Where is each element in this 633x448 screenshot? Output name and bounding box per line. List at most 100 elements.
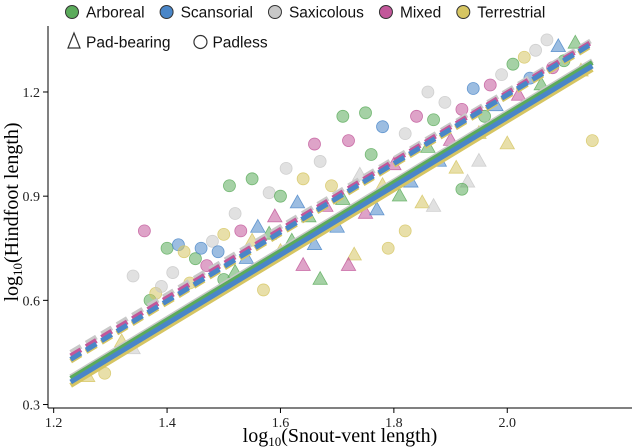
regression-line-saxicolous-padless — [69, 37, 594, 355]
point-mixed-pad-bearing — [295, 256, 312, 271]
y-axis-title: log10(Hindfoot length) — [1, 122, 25, 301]
point-arboreal-padless — [427, 113, 440, 127]
legend: Arboreal Scansorial Saxicolous Mixed Terrest… — [65, 5, 545, 52]
point-scansorial-pad-bearing — [550, 38, 567, 53]
legend-item-pad-bearing: Pad-bearing — [67, 31, 170, 52]
point-scansorial-pad-bearing — [368, 201, 385, 216]
point-saxicolous-padless — [495, 68, 508, 82]
point-scansorial-padless — [211, 245, 225, 259]
x-tick-label: 1.2 — [45, 416, 63, 431]
point-arboreal-padless — [160, 241, 174, 255]
point-terrestrial-pad-bearing — [499, 135, 516, 150]
point-terrestrial-padless — [381, 241, 395, 255]
y-tick-label: 0.3 — [23, 399, 41, 414]
legend-label-mixed: Mixed — [400, 5, 441, 22]
point-saxicolous-padless — [398, 127, 412, 141]
point-mixed-padless — [342, 134, 355, 148]
legend-swatch-scansorial — [159, 5, 174, 19]
circle-marker-icon — [193, 34, 208, 50]
regression-line-scansorial-padless — [69, 41, 594, 362]
point-scansorial-pad-bearing — [289, 194, 306, 209]
triangle-marker-icon — [67, 31, 81, 49]
point-saxicolous-padless — [154, 280, 168, 293]
point-scansorial-padless — [376, 120, 389, 134]
point-mixed-pad-bearing — [510, 86, 527, 101]
point-arboreal-pad-bearing — [391, 187, 408, 202]
legend-label-saxicolous: Saxicolous — [289, 5, 364, 22]
point-terrestrial-padless — [177, 245, 191, 259]
point-saxicolous-padless — [313, 155, 327, 168]
x-tick-label: 1.8 — [385, 416, 403, 431]
x-tick-label: 1.4 — [158, 416, 176, 431]
point-saxicolous-padless — [529, 43, 543, 57]
point-arboreal-padless — [274, 189, 287, 203]
point-scansorial-pad-bearing — [249, 218, 266, 233]
legend-item-saxicolous: Saxicolous — [267, 5, 364, 22]
point-saxicolous-padless — [126, 269, 140, 283]
legend-swatch-saxicolous — [267, 5, 282, 19]
point-mixed-pad-bearing — [266, 208, 283, 223]
legend-label-terrestrial: Terrestrial — [477, 5, 545, 22]
point-arboreal-padless — [245, 172, 259, 186]
point-terrestrial-padless — [398, 224, 412, 238]
point-scansorial-padless — [194, 241, 208, 255]
point-arboreal-padless — [359, 106, 372, 120]
point-saxicolous-padless — [166, 266, 180, 279]
point-saxicolous-padless — [262, 186, 276, 200]
point-terrestrial-padless — [257, 283, 270, 297]
point-saxicolous-pad-bearing — [425, 197, 442, 212]
point-scansorial-pad-bearing — [306, 235, 323, 250]
legend-label-scansorial: Scansorial — [181, 5, 253, 22]
y-ticks: 0.3 0.6 0.9 1.2 — [23, 86, 48, 414]
regression-line-terrestrial-pad-bearing — [69, 67, 594, 388]
point-arboreal-padless — [455, 182, 469, 196]
x-tick-label: 1.6 — [272, 416, 290, 431]
y-tick-label: 0.9 — [23, 190, 41, 205]
point-terrestrial-padless — [296, 172, 310, 186]
point-mixed-pad-bearing — [340, 256, 357, 271]
point-mixed-padless — [234, 224, 248, 238]
point-saxicolous-padless — [206, 234, 219, 248]
regression-lines — [69, 37, 594, 388]
legend-item-scansorial: Scansorial — [159, 5, 253, 22]
legend-item-mixed: Mixed — [378, 5, 441, 22]
point-arboreal-padless — [223, 179, 236, 193]
point-arboreal-pad-bearing — [567, 34, 584, 49]
point-terrestrial-pad-bearing — [346, 246, 363, 261]
point-arboreal-padless — [189, 252, 202, 266]
point-saxicolous-padless — [228, 207, 242, 220]
point-terrestrial-pad-bearing — [448, 159, 465, 174]
point-arboreal-pad-bearing — [312, 270, 329, 285]
point-terrestrial-padless — [517, 50, 531, 64]
legend-item-terrestrial: Terrestrial — [456, 5, 545, 22]
point-mixed-padless — [410, 109, 423, 123]
point-saxicolous-padless — [438, 96, 452, 109]
legend-label-arboreal: Arboreal — [86, 5, 145, 22]
axes: 1.2 1.4 1.6 1.8 2.0 0.3 0.6 0.9 1.2 — [23, 26, 632, 431]
legend-label-pad-bearing: Pad-bearing — [86, 35, 170, 52]
point-arboreal-padless — [364, 148, 378, 161]
legend-item-padless: Padless — [193, 34, 268, 52]
legend-swatch-arboreal — [65, 5, 79, 19]
legend-label-padless: Padless — [212, 35, 267, 52]
legend-swatch-mixed — [378, 5, 393, 19]
x-tick-label: 2.0 — [499, 416, 517, 431]
points-layer — [79, 33, 599, 382]
regression-line-arboreal-pad-bearing — [69, 60, 594, 381]
point-arboreal-padless — [506, 57, 520, 71]
legend-item-arboreal: Arboreal — [65, 5, 145, 22]
point-scansorial-padless — [466, 82, 480, 95]
x-axis-title: log10(Snout-vent length) — [243, 425, 438, 448]
plot-area — [69, 33, 599, 388]
point-saxicolous-padless — [279, 161, 293, 175]
point-saxicolous-pad-bearing — [471, 152, 487, 167]
point-terrestrial-pad-bearing — [414, 194, 431, 209]
point-mixed-padless — [308, 137, 321, 151]
point-terrestrial-padless — [585, 134, 599, 148]
point-mixed-padless — [137, 224, 151, 238]
y-tick-label: 1.2 — [23, 86, 41, 101]
regression-line-scansorial-pad-bearing — [69, 63, 594, 385]
point-saxicolous-padless — [540, 33, 554, 47]
x-ticks: 1.2 1.4 1.6 1.8 2.0 — [45, 408, 516, 431]
